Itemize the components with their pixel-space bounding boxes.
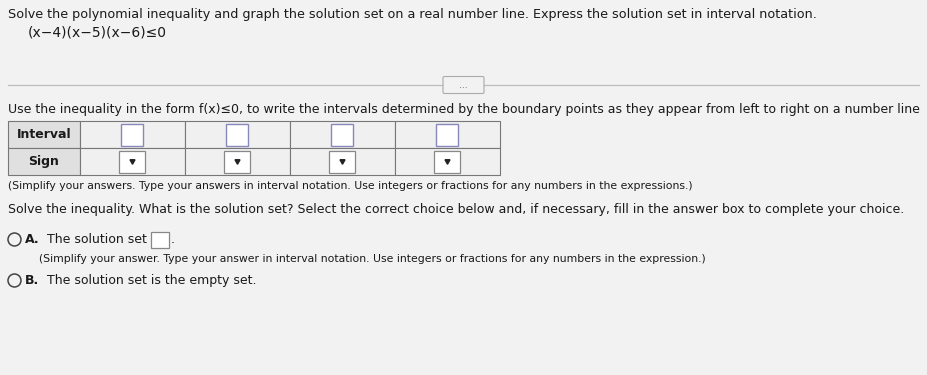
Bar — [151, 231, 169, 248]
Text: The solution set is the empty set.: The solution set is the empty set. — [39, 274, 257, 287]
Polygon shape — [130, 160, 135, 164]
Bar — [8, 148, 80, 175]
Text: (Simplify your answers. Type your answers in interval notation. Use integers or : (Simplify your answers. Type your answer… — [8, 181, 692, 191]
Bar — [224, 150, 250, 172]
Text: ...: ... — [459, 81, 468, 90]
Bar — [332, 123, 353, 146]
Bar — [395, 148, 500, 175]
Text: A.: A. — [25, 233, 40, 246]
Bar — [80, 121, 185, 148]
Text: Interval: Interval — [17, 128, 71, 141]
Text: Solve the inequality. What is the solution set? Select the correct choice below : Solve the inequality. What is the soluti… — [8, 203, 904, 216]
Polygon shape — [235, 160, 240, 164]
Text: (Simplify your answer. Type your answer in interval notation. Use integers or fr: (Simplify your answer. Type your answer … — [39, 254, 705, 264]
Bar — [121, 123, 144, 146]
Bar — [290, 121, 395, 148]
Bar — [226, 123, 248, 146]
Text: Solve the polynomial inequality and graph the solution set on a real number line: Solve the polynomial inequality and grap… — [8, 8, 817, 21]
Bar — [395, 121, 500, 148]
Polygon shape — [445, 160, 450, 164]
Text: B.: B. — [25, 274, 39, 287]
Bar — [437, 123, 459, 146]
FancyBboxPatch shape — [443, 76, 484, 93]
Bar — [80, 148, 185, 175]
Bar — [329, 150, 355, 172]
Text: .: . — [171, 233, 175, 246]
Bar — [120, 150, 146, 172]
Bar — [435, 150, 461, 172]
Bar — [8, 121, 80, 148]
Bar — [290, 148, 395, 175]
Bar — [185, 148, 290, 175]
Text: Use the inequality in the form f(x)≤0, to write the intervals determined by the : Use the inequality in the form f(x)≤0, t… — [8, 103, 920, 116]
Bar — [185, 121, 290, 148]
Text: The solution set is: The solution set is — [39, 233, 161, 246]
Polygon shape — [340, 160, 345, 164]
Text: (x−4)(x−5)(x−6)≤0: (x−4)(x−5)(x−6)≤0 — [28, 26, 167, 40]
Text: Sign: Sign — [29, 155, 59, 168]
